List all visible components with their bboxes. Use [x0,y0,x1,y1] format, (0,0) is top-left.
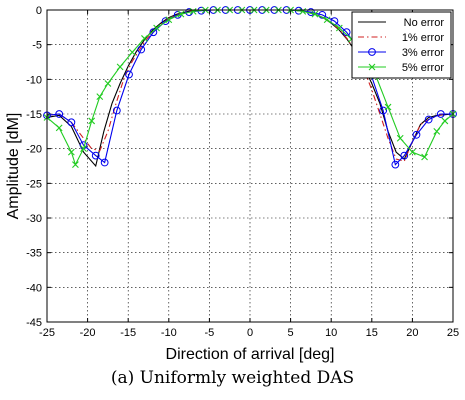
data-point [400,151,409,160]
data-point [421,153,428,161]
x-tick-label: -20 [80,327,96,339]
x-tick-label: -5 [205,327,215,339]
data-point [141,35,148,42]
y-tick-label: -40 [26,282,42,294]
data-point [433,127,441,135]
legend-label: 1% error [402,32,445,44]
data-point [67,148,75,156]
chart: -25 -20 -15 -10 -5 0 5 10 15 20 250-5-10-15-20-25-… [5,5,459,363]
legend: No error 1% error 3% error 5% error [351,11,452,79]
data-point [149,28,158,37]
x-tick-label: 5 [288,327,294,339]
data-point [436,110,445,118]
legend-marker [368,48,376,56]
data-point [55,110,64,118]
y-tick-label: -45 [26,317,42,329]
data-point [88,117,96,125]
data-point [128,48,136,56]
grid [47,10,453,322]
x-tick-label: 20 [406,327,418,339]
x-tick-label: 25 [447,327,459,339]
x-tick-label: 0 [247,327,253,339]
x-tick-label: 15 [366,327,378,339]
data-point [137,45,146,54]
y-tick-label: -30 [26,213,42,225]
x-axis-label: Direction of arrival [deg] [166,346,335,363]
plot-frame [46,9,454,323]
axis-ticks: -25 -20 -15 -10 -5 0 5 10 15 20 250-5-10-15-20-25-… [26,5,459,339]
y-tick-label: -10 [26,74,42,86]
data-point [104,80,112,87]
data-point [116,63,124,71]
legend-label: 5% error [402,62,445,74]
data-point [96,93,104,101]
data-point [318,10,327,19]
y-tick-label: -25 [26,178,42,190]
data-point [384,103,392,111]
data-point [112,106,121,115]
x-tick-label: -25 [39,327,55,339]
data-point [72,161,79,169]
y-tick-label: -20 [26,144,42,156]
y-tick-label: -5 [32,40,42,52]
data-point [409,148,416,156]
legend-marker [368,63,376,71]
data-point [412,130,421,139]
data-point [55,124,63,132]
data-point [335,24,343,32]
data-point [125,70,133,79]
data-point [189,7,197,15]
legend-label: 3% error [402,47,445,59]
data-point [323,16,331,24]
data-point [80,145,87,153]
data-point [396,134,404,142]
data-point [311,10,319,18]
data-point [177,10,185,18]
data-point [165,16,173,24]
data-point [299,7,307,15]
data-point [441,117,449,125]
y-tick-label: 0 [36,5,42,17]
data-point [424,115,433,124]
x-tick-label: -15 [120,327,136,339]
data-point [161,17,170,25]
x-tick-label: 10 [325,327,337,339]
data-point [391,160,400,169]
y-tick-label: -35 [26,248,42,260]
figure-caption: (a) Uniformly weighted DAS [110,368,355,388]
data-point [100,158,109,167]
y-tick-label: -15 [26,109,42,121]
data-point [91,151,100,160]
y-axis-label: Amplitude [dM] [5,113,22,220]
data-point [67,118,76,127]
data-point [379,106,388,115]
x-tick-label: -10 [161,327,177,339]
legend-label: No error [404,17,445,29]
data-point [153,24,161,32]
